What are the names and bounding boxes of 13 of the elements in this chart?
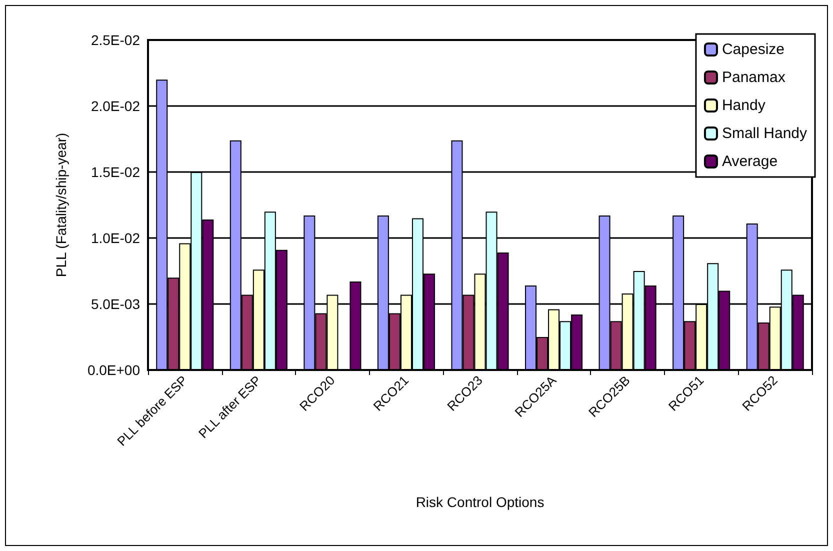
legend-label: Panamax xyxy=(722,69,786,86)
y-tick-label: 1.0E-02 xyxy=(90,230,140,246)
y-tick-label: 2.0E-02 xyxy=(90,98,140,114)
legend-label: Average xyxy=(722,153,778,170)
y-tick-label: 2.5E-02 xyxy=(90,32,140,48)
legend-label: Capesize xyxy=(722,41,785,58)
y-axis-title: PLL (Fatality/ship-year) xyxy=(53,132,69,278)
y-tick-label: 0.0E+00 xyxy=(87,362,140,378)
legend-label: Handy xyxy=(722,97,766,114)
y-tick-label: 5.0E-03 xyxy=(90,296,140,312)
x-axis-title: Risk Control Options xyxy=(416,494,544,510)
legend-label: Small Handy xyxy=(722,125,808,142)
y-tick-label: 1.5E-02 xyxy=(90,164,140,180)
